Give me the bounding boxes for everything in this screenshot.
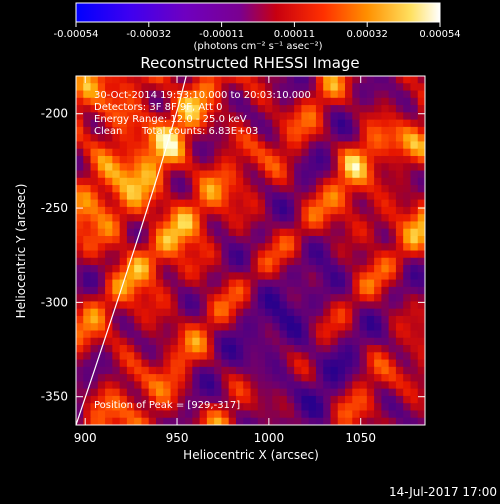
energy-range-label: Energy Range: 12.0 - 25.0 keV [94, 114, 247, 125]
colorbar-tick-label: -0.00032 [126, 29, 171, 40]
colorbar-tick-label: 0.00054 [419, 29, 460, 40]
x-tick-label: 950 [166, 431, 189, 445]
x-tick-label: 1000 [254, 431, 285, 445]
colorbar-tick-label: 0.00032 [347, 29, 388, 40]
solar-limb-curve [76, 76, 187, 425]
colorbar-units: (photons cm⁻² s⁻¹ asec⁻²) [193, 41, 322, 52]
colorbar-tick-label: -0.00054 [54, 29, 99, 40]
colorbar-ticks: -0.00054 -0.00032 -0.00011 0.00011 0.00032 0.… [54, 22, 461, 40]
colorbar-tick-label: -0.00011 [199, 29, 244, 40]
y-axis: -200 -250 -300 -350 [41, 107, 425, 404]
y-axis-label: Heliocentric Y (arcsec) [14, 184, 28, 319]
plot-frame [75, 75, 426, 426]
x-tick-label: 1050 [345, 431, 376, 445]
detectors-label: Detectors: 3F 8F 9F, Att 0 [94, 102, 222, 113]
x-tick-label: 900 [74, 431, 97, 445]
peak-position-label: Position of Peak = [929,-317] [94, 400, 240, 411]
y-tick-label: -250 [41, 201, 68, 215]
colorbar-tick-label: 0.00011 [274, 29, 315, 40]
y-tick-label: -200 [41, 107, 68, 121]
colorbar [75, 2, 441, 23]
time-range-label: 30-Oct-2014 19:53:10.000 to 20:03:10.000 [94, 90, 311, 101]
x-axis-label: Heliocentric X (arcsec) [183, 448, 319, 462]
method-label: Clean [94, 126, 122, 137]
total-counts-label: Total counts: 6.83E+03 [141, 126, 258, 137]
x-axis: 900 950 1000 1050 [74, 76, 376, 445]
annotation-block: 30-Oct-2014 19:53:10.000 to 20:03:10.000… [94, 90, 311, 411]
chart-title: Reconstructed RHESSI Image [140, 54, 359, 72]
footer-timestamp: 14-Jul-2017 17:00 [389, 485, 497, 499]
y-tick-label: -350 [41, 390, 68, 404]
y-tick-label: -300 [41, 295, 68, 309]
heatmap-image [76, 76, 425, 425]
